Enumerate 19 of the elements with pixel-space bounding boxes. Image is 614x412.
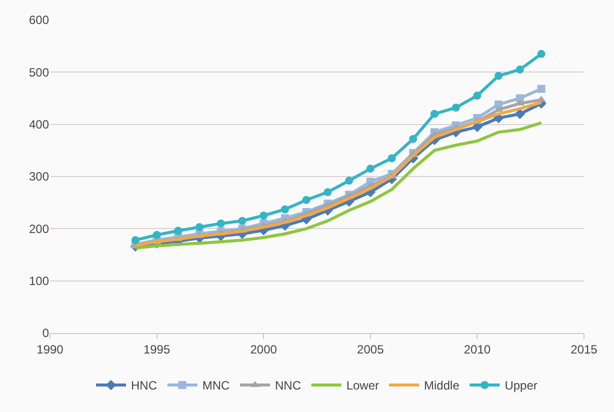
y-tick-label: 0 bbox=[42, 326, 50, 340]
y-tick-label: 200 bbox=[28, 222, 50, 236]
x-tick-label: 2005 bbox=[357, 342, 384, 356]
y-tick-label: 300 bbox=[28, 170, 50, 184]
y-tick-label: 400 bbox=[28, 118, 50, 132]
y-tick-label: 100 bbox=[28, 274, 50, 288]
x-tick-label: 2015 bbox=[570, 342, 598, 356]
legend-label: Middle bbox=[424, 378, 460, 393]
x-tick-label: 1995 bbox=[143, 342, 170, 356]
legend-label: Upper bbox=[504, 378, 538, 393]
x-tick-label: 2000 bbox=[250, 342, 278, 356]
legend-label: MNC bbox=[202, 378, 230, 393]
x-tick-label: 1990 bbox=[36, 342, 64, 356]
legend-label: Lower bbox=[346, 378, 380, 393]
x-tick-label: 2010 bbox=[464, 342, 491, 356]
legend-label: NNC bbox=[274, 378, 302, 393]
y-tick-label: 500 bbox=[28, 65, 50, 80]
y-tick-label: 600 bbox=[28, 13, 50, 28]
legend-label: HNC bbox=[131, 378, 158, 393]
